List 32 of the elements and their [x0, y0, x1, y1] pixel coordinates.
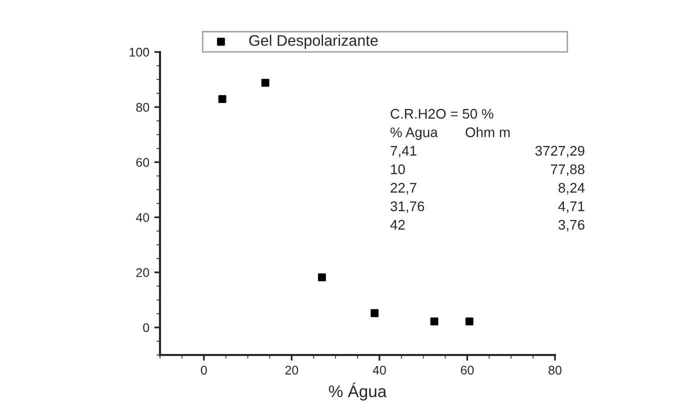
point: [318, 273, 326, 282]
y-tick-label: 100: [130, 48, 150, 57]
text: 8,24: [558, 182, 585, 194]
y-tick-label: 40: [136, 213, 150, 222]
text: 3,76: [558, 220, 584, 232]
annotation: 7,41: [390, 146, 416, 158]
annotation: 22,7: [390, 182, 416, 194]
annotation: % Agua: [390, 127, 438, 140]
annotation: C.R.H2O = 50 %: [390, 108, 494, 119]
legend-label: Gel Despolarizante: [249, 34, 378, 49]
annotation: 77,88: [550, 164, 584, 176]
y-tick-label: 0: [143, 323, 150, 332]
y-tick-label: 20: [136, 268, 150, 278]
point: [465, 317, 474, 326]
annotation: 42: [390, 220, 405, 230]
x-tick-label: 40: [372, 366, 386, 375]
point: [370, 309, 379, 318]
point: [430, 317, 438, 326]
annotation: 3727,29: [535, 146, 584, 158]
text: 4,71: [558, 202, 584, 213]
x-tick-label: 0: [200, 366, 207, 375]
x-tick-label: 20: [285, 366, 298, 375]
x-axis-title: % Água: [328, 382, 387, 401]
x-tick-label: 80: [548, 366, 562, 375]
point: [261, 78, 270, 87]
annotation: 10: [391, 164, 405, 174]
y-tick-label: 80: [136, 102, 150, 112]
x-tick-label: 60: [460, 366, 474, 375]
annotation: Ohm m: [466, 127, 510, 138]
annotation: 31,76: [390, 201, 424, 213]
point: [218, 95, 226, 104]
y-tick-label: 60: [136, 158, 150, 167]
